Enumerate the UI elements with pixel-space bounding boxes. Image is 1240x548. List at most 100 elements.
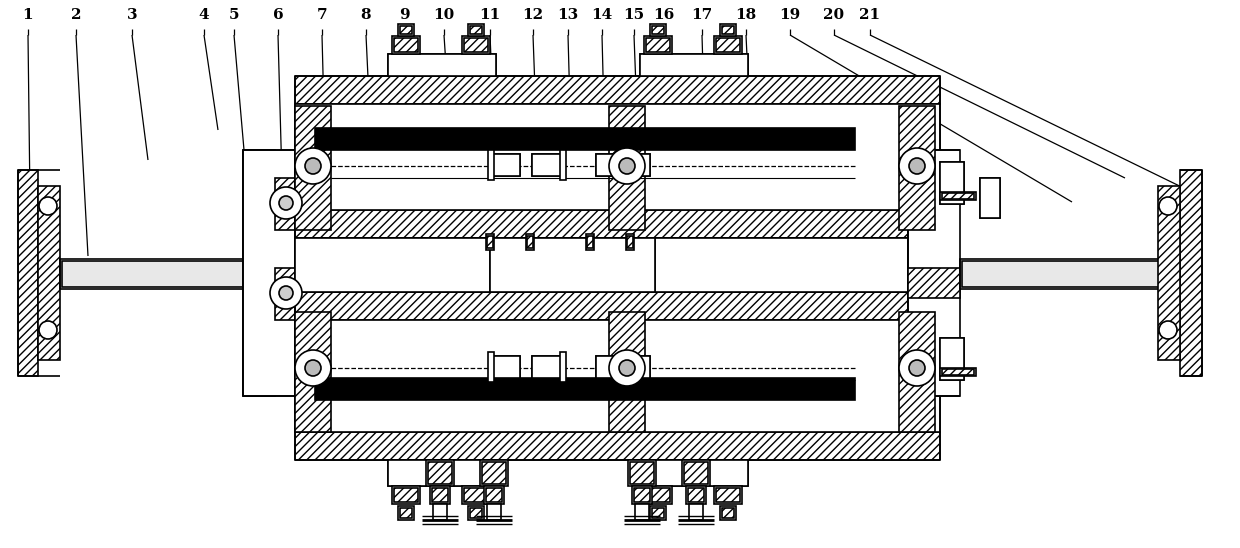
Bar [527, 236, 533, 248]
Bar [470, 508, 482, 518]
Text: 21: 21 [859, 8, 880, 22]
Text: 3: 3 [126, 8, 138, 22]
Bar [388, 54, 496, 76]
Bar [295, 238, 940, 292]
Text: 9: 9 [399, 8, 409, 22]
Bar [908, 150, 940, 396]
Bar [60, 259, 255, 289]
Bar [433, 504, 446, 520]
Bar [394, 488, 418, 502]
Bar [960, 259, 1180, 289]
Circle shape [1159, 197, 1177, 215]
Bar [401, 508, 412, 518]
Bar [388, 54, 496, 76]
Bar [470, 26, 482, 34]
Circle shape [295, 350, 331, 386]
Bar [684, 462, 708, 484]
Bar [430, 486, 450, 504]
Bar [295, 320, 940, 432]
Bar [622, 356, 650, 378]
Bar [596, 356, 624, 378]
Circle shape [899, 148, 935, 184]
Bar [899, 106, 935, 230]
Bar [596, 154, 624, 176]
Text: 14: 14 [591, 8, 613, 22]
Text: 15: 15 [624, 8, 645, 22]
Bar [635, 504, 649, 520]
Bar [295, 210, 940, 238]
Bar [722, 508, 734, 518]
Bar [467, 24, 484, 36]
Text: 18: 18 [735, 8, 756, 22]
Bar [640, 460, 748, 486]
Bar [275, 178, 298, 230]
Bar [650, 506, 666, 520]
Bar [609, 106, 645, 230]
Bar [682, 460, 711, 486]
Bar [940, 338, 963, 380]
Bar [650, 24, 666, 36]
Text: 2: 2 [71, 8, 82, 22]
Bar [243, 268, 295, 298]
Bar [464, 38, 489, 52]
Bar [622, 154, 650, 176]
Text: 11: 11 [480, 8, 501, 22]
Bar [490, 238, 655, 292]
Bar [432, 488, 448, 502]
Circle shape [609, 350, 645, 386]
Bar [463, 486, 490, 504]
Circle shape [899, 350, 935, 386]
Bar [275, 268, 298, 320]
Bar [19, 170, 38, 376]
Bar [940, 192, 976, 200]
Bar [720, 506, 737, 520]
Text: 6: 6 [273, 8, 283, 22]
Bar [243, 150, 275, 396]
Bar [715, 488, 740, 502]
Text: 7: 7 [316, 8, 327, 22]
Bar [980, 178, 999, 218]
Bar [532, 356, 562, 378]
Bar [295, 104, 940, 210]
Bar [463, 36, 490, 54]
Bar [689, 504, 703, 520]
Text: 12: 12 [522, 8, 543, 22]
Text: 1: 1 [22, 8, 33, 22]
Bar [688, 488, 704, 502]
Bar [489, 150, 494, 180]
Circle shape [305, 360, 321, 376]
Bar [942, 369, 973, 375]
Bar [490, 356, 520, 378]
Bar [609, 312, 645, 432]
Bar [295, 106, 331, 230]
Bar [622, 356, 650, 378]
Bar [490, 154, 520, 176]
Circle shape [1159, 321, 1177, 339]
Bar [962, 261, 1178, 287]
Bar [722, 26, 734, 34]
Text: 13: 13 [557, 8, 579, 22]
Bar [980, 178, 999, 218]
Text: 19: 19 [780, 8, 801, 22]
Circle shape [909, 158, 925, 174]
Bar [640, 460, 748, 486]
Circle shape [279, 196, 293, 210]
Bar [908, 268, 960, 298]
Bar [427, 460, 454, 486]
Text: 5: 5 [228, 8, 239, 22]
Bar [532, 154, 562, 176]
Circle shape [619, 158, 635, 174]
Bar [467, 506, 484, 520]
Bar [486, 234, 494, 250]
Bar [596, 356, 624, 378]
Bar [940, 162, 963, 204]
Bar [243, 150, 295, 396]
Bar [490, 356, 520, 378]
Bar [587, 236, 593, 248]
Bar [714, 486, 742, 504]
Bar [622, 154, 650, 176]
Bar [899, 312, 935, 432]
Bar [295, 238, 940, 292]
Bar [532, 356, 562, 378]
Bar [627, 460, 656, 486]
